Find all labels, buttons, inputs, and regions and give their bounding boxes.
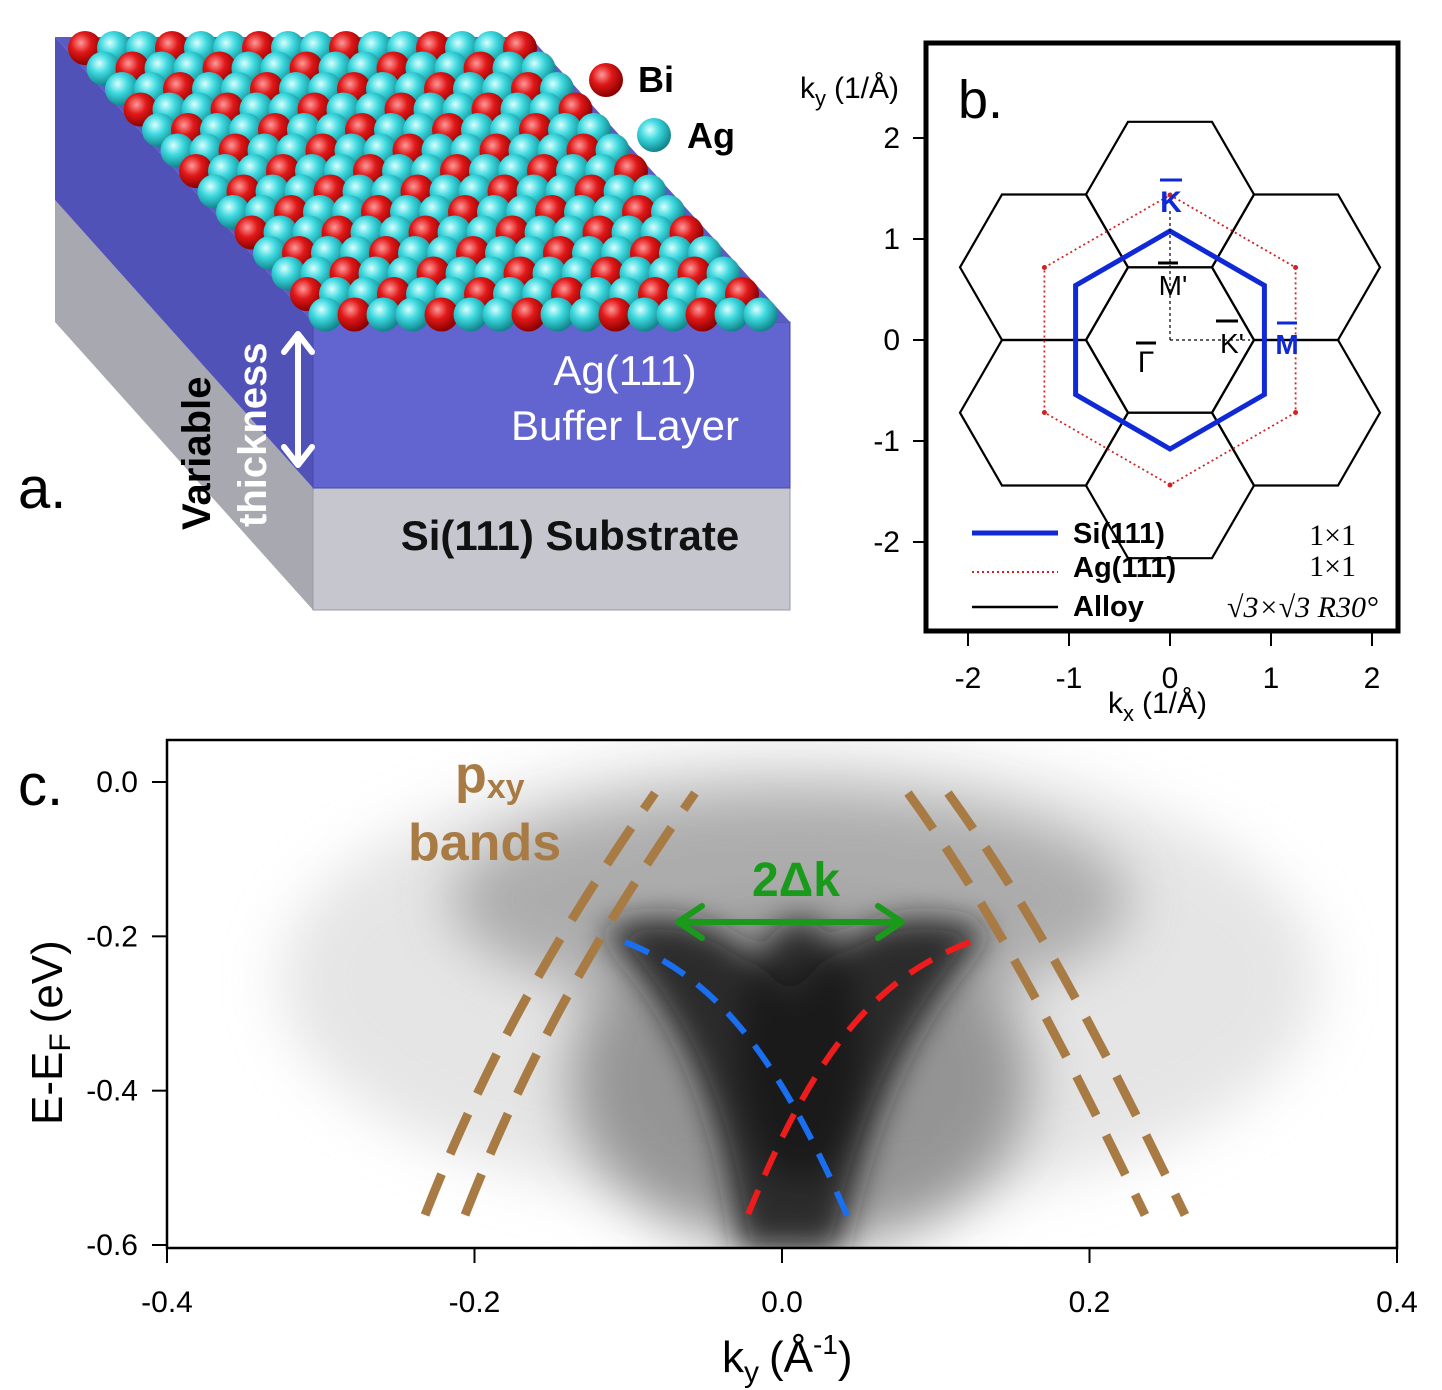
- substrate-side: [55, 200, 313, 610]
- svg-text:K: K: [1160, 186, 1182, 219]
- point-label-m-prime: M': [1158, 261, 1188, 301]
- panel-b-xtick-label: 1: [1263, 662, 1280, 695]
- bi-atom: [511, 297, 546, 332]
- svg-text:M: M: [1275, 329, 1298, 360]
- buffer-label-2: Buffer Layer: [511, 402, 739, 449]
- ag-zone-vertex: [1041, 265, 1047, 270]
- panel-b-guides: [1169, 210, 1250, 341]
- ag-atom: [482, 297, 517, 332]
- legend-si-notation: 1×1: [1309, 519, 1356, 552]
- panel-b-ticks: -2 -1 0 1 2 2 1 0 -1 -2: [873, 122, 1380, 695]
- panel-b-letter: b.: [958, 70, 1003, 130]
- point-label-k-prime: K': [1216, 319, 1244, 359]
- panel-b-ytick-label: -2: [873, 526, 900, 559]
- panel-b: b. ky (1/Å) kx (1/Å) -2 -1 0 1 2 2 1 0 -1 -2 K M' K…: [800, 40, 1401, 726]
- panel-c: -0.4 -0.2 0.0 0.2 0.40.0-0.2-0.4-0.6 2Δk pxy…: [18, 738, 1418, 1389]
- point-label-gamma: Γ: [1136, 341, 1156, 379]
- panel-c-ylabel: E-EF(eV): [23, 940, 77, 1125]
- legend-si-label: Si(111): [1073, 518, 1165, 550]
- panel-a: Bi Ag Variable thickness Ag(111) Buffer …: [18, 31, 791, 611]
- panel-b-xlabel: kx (1/Å): [1108, 687, 1207, 726]
- ag-atom: [366, 297, 401, 332]
- bi-atom: [424, 297, 459, 332]
- ag-legend-atom: [637, 118, 671, 152]
- substrate-label: Si(111) Substrate: [401, 512, 739, 559]
- svg-text:K': K': [1220, 328, 1244, 359]
- bi-legend-atom: [589, 63, 623, 97]
- ag-atom: [395, 297, 430, 332]
- ag-atom: [656, 297, 691, 332]
- panel-b-brillouin-zones: [958, 120, 1382, 560]
- bi-atom: [598, 297, 633, 332]
- panel-b-ytick-label: -1: [873, 425, 900, 458]
- ag-atom: [453, 297, 488, 332]
- panel-c-ytick-label: -0.4: [86, 1075, 138, 1108]
- ag-legend-label: Ag: [687, 115, 735, 156]
- thickness-label-thickness: thickness: [231, 342, 275, 527]
- bi-legend-label: Bi: [638, 59, 674, 100]
- delta-k-label: 2Δk: [752, 854, 840, 907]
- svg-text:Γ: Γ: [1138, 346, 1155, 379]
- panel-c-xtick-label: 0.0: [761, 1286, 803, 1319]
- buffer-label-1: Ag(111): [553, 347, 696, 394]
- si-zone: [1073, 228, 1267, 452]
- panel-c-xlabel: ky (Å-1): [722, 1329, 853, 1389]
- panel-c-xtick-label: 0.2: [1069, 1286, 1111, 1319]
- ag-atom: [743, 297, 778, 332]
- point-label-k: K: [1160, 178, 1182, 219]
- ag-atom: [714, 297, 749, 332]
- point-label-m: M: [1275, 321, 1299, 360]
- legend-alloy-notation: √3×√3 R30°: [1227, 591, 1378, 624]
- ag-zone-vertex: [1293, 410, 1299, 415]
- ag-atom: [627, 297, 662, 332]
- arpes-intensity-map: [167, 740, 1397, 1248]
- panel-c-ytick-label: 0.0: [96, 766, 138, 799]
- bands-label: bands: [408, 814, 561, 872]
- panel-b-ytick-label: 1: [883, 223, 900, 256]
- delta-k-arrow: [675, 903, 905, 941]
- ag-atom: [540, 297, 575, 332]
- panel-b-xtick-label: 2: [1364, 662, 1381, 695]
- panel-b-ytick-label: 2: [883, 122, 900, 155]
- thickness-arrow: [281, 331, 315, 468]
- svg-text:M': M': [1159, 270, 1188, 301]
- svg-text:thickness: thickness: [231, 342, 275, 527]
- panel-c-letter: c.: [18, 753, 63, 818]
- panel-c-ticks: -0.4 -0.2 0.0 0.2 0.40.0-0.2-0.4-0.6: [86, 766, 1418, 1319]
- panel-c-ytick-label: -0.2: [86, 920, 138, 953]
- ag-zone-vertex: [1167, 482, 1173, 488]
- panel-b-xtick-label: -2: [955, 662, 982, 695]
- bi-atom: [685, 297, 720, 332]
- buffer-side: [55, 37, 313, 488]
- legend-ag-label: Ag(111): [1073, 552, 1176, 584]
- ag-zone-vertex: [1167, 192, 1173, 198]
- bi-atom: [337, 297, 372, 332]
- ag-zone-vertex: [1293, 265, 1299, 270]
- panel-b-ylabel: ky (1/Å): [800, 72, 899, 111]
- panel-b-xtick-label: -1: [1056, 662, 1083, 695]
- thickness-label-variable: Variable: [175, 377, 219, 530]
- panel-c-xtick-label: -0.4: [141, 1286, 193, 1319]
- pxy-label: pxy: [455, 746, 525, 806]
- panel-b-frame: [923, 40, 1401, 634]
- panel-b-legend: Si(111) 1×1 Ag(111) 1×1 Alloy √3×√3 R30°: [972, 518, 1378, 624]
- panel-b-ytick-label: 0: [883, 324, 900, 357]
- ag-atom: [569, 297, 604, 332]
- panel-b-xtick-label: 0: [1162, 662, 1179, 695]
- red-band: [742, 939, 972, 1224]
- legend-alloy-label: Alloy: [1073, 591, 1144, 623]
- alloy-zone: [1210, 193, 1382, 342]
- panel-c-ytick-label: -0.6: [86, 1229, 138, 1262]
- panel-c-xtick-label: 0.4: [1376, 1286, 1418, 1319]
- panel-a-letter: a.: [18, 456, 66, 521]
- panel-c-xtick-label: -0.2: [449, 1286, 501, 1319]
- atom-lattice: [68, 31, 778, 332]
- ag-atom: [308, 297, 343, 332]
- ag-zone-vertex: [1041, 410, 1047, 415]
- legend-ag-notation: 1×1: [1309, 550, 1356, 583]
- pxy-bands: [420, 790, 1190, 1217]
- blue-band: [623, 939, 853, 1224]
